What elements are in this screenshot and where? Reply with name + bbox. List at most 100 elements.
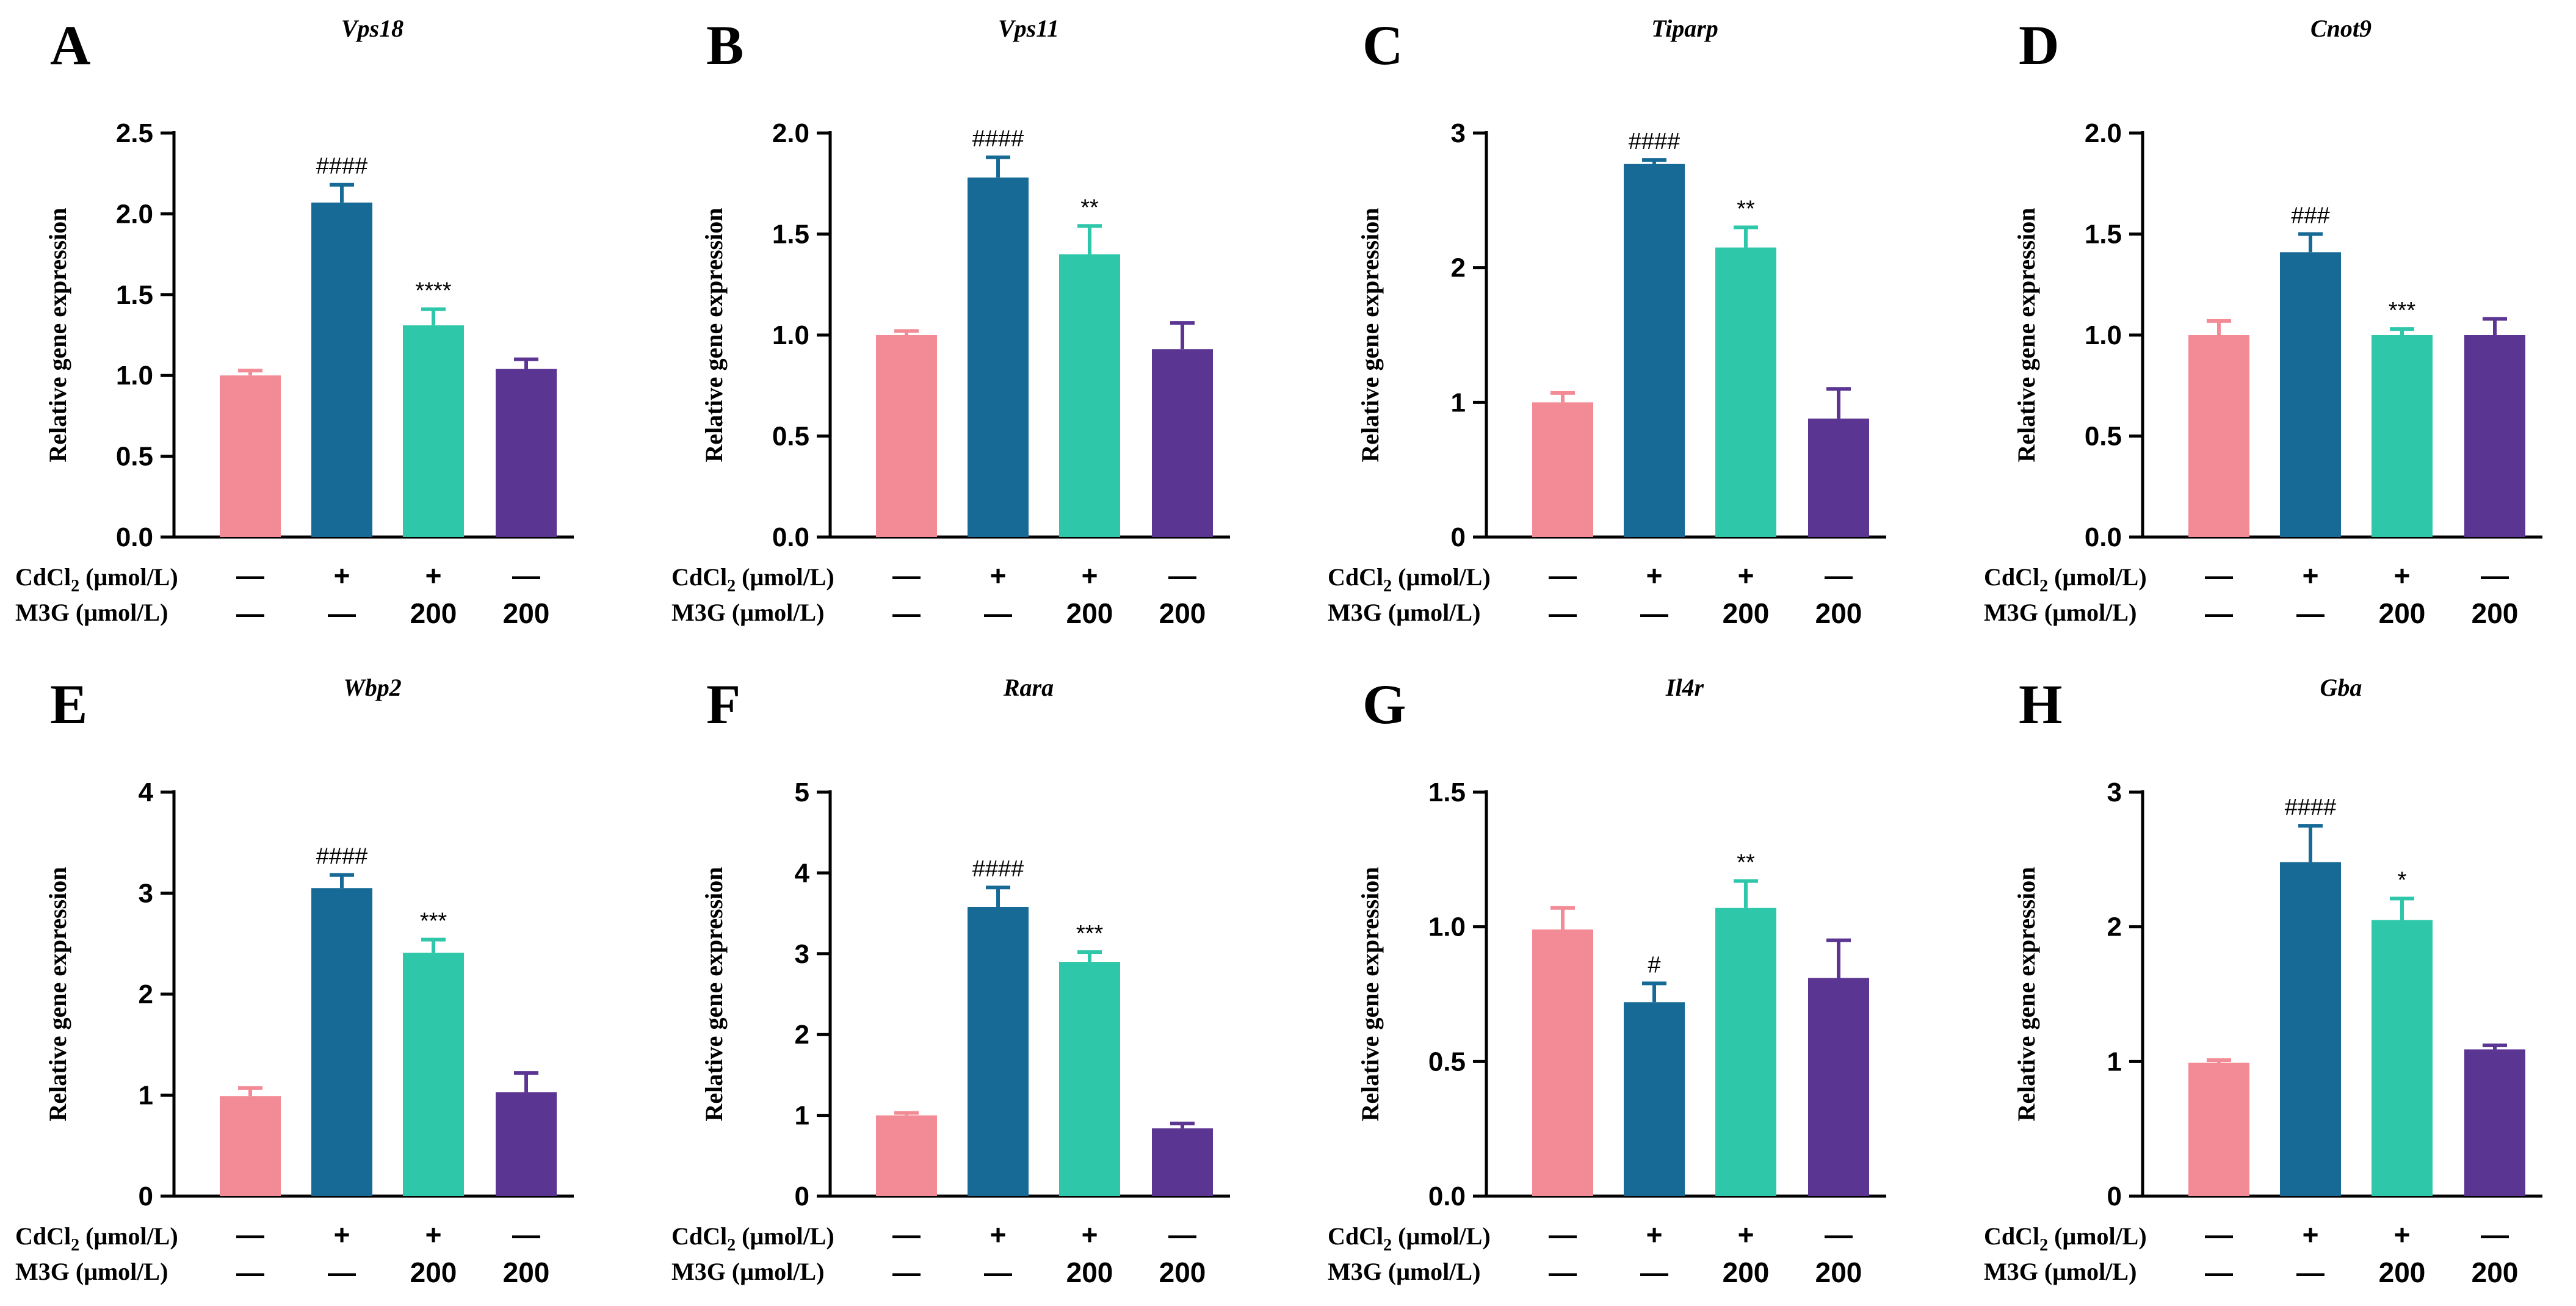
bar-1: [220, 375, 281, 537]
significance-label: ###: [2291, 203, 2329, 229]
chart-title: Wbp2: [343, 674, 402, 701]
cdcl2-condition-value: +: [990, 1219, 1007, 1250]
m3g-condition-value: —: [892, 1257, 921, 1288]
y-tick-label: 1: [795, 1101, 809, 1131]
y-tick-label: 1.5: [1428, 777, 1466, 807]
panel-letter: E: [50, 673, 87, 735]
panel-d: D Cnot9 Relative gene expression 0.0 0.5 1.0 1…: [1984, 14, 2542, 629]
y-tick-label: 0.0: [116, 522, 153, 552]
cdcl2-condition-value: —: [236, 1219, 264, 1250]
y-axis-label: Relative gene expression: [44, 208, 71, 463]
cdcl2-condition-value: —: [2481, 1219, 2509, 1250]
cdcl2-row-label: CdCl2 (μmol/L): [1328, 1222, 1491, 1255]
m3g-condition-value: 200: [2379, 597, 2426, 629]
y-axis-label: Relative gene expression: [2013, 208, 2040, 463]
bar-2: [1624, 1002, 1685, 1196]
cdcl2-condition-value: +: [1738, 1219, 1754, 1250]
panel-letter: A: [50, 14, 90, 76]
significance-label: ***: [1076, 921, 1104, 947]
bar-3: [403, 953, 464, 1196]
y-tick-label: 1.0: [1428, 912, 1466, 942]
m3g-condition-value: —: [984, 1257, 1012, 1288]
cdcl2-row-label: CdCl2 (μmol/L): [671, 563, 834, 596]
m3g-condition-value: 200: [2472, 1257, 2519, 1288]
m3g-condition-value: 200: [1723, 1257, 1770, 1288]
chart-title: Rara: [1003, 674, 1054, 701]
bar-1: [2188, 1062, 2249, 1196]
m3g-condition-value: 200: [410, 1257, 457, 1288]
cdcl2-condition-value: —: [512, 560, 540, 591]
y-axis-label: Relative gene expression: [1356, 867, 1384, 1122]
m3g-condition-value: —: [1640, 597, 1668, 629]
bar-2: [2280, 862, 2341, 1196]
m3g-condition-value: 200: [410, 597, 457, 629]
bar-2: [311, 202, 372, 537]
y-tick-label: 2.5: [116, 118, 153, 148]
cdcl2-condition-value: —: [2205, 1219, 2233, 1250]
m3g-condition-value: 200: [2379, 1257, 2426, 1288]
m3g-condition-value: —: [236, 1257, 264, 1288]
bar-1: [876, 335, 937, 537]
chart-title: Vps18: [341, 15, 403, 42]
bar-4: [1808, 418, 1869, 537]
m3g-condition-value: 200: [503, 597, 550, 629]
panel-letter: B: [706, 14, 743, 76]
chart-title: Gba: [2320, 674, 2362, 701]
y-tick-label: 1.0: [116, 361, 153, 391]
bar-4: [496, 369, 557, 537]
m3g-row-label: M3G (μmol/L): [15, 1258, 168, 1285]
bar-2: [968, 907, 1029, 1196]
bar-3: [1715, 247, 1776, 537]
significance-label: ****: [415, 278, 451, 304]
panel-letter: F: [706, 673, 740, 735]
m3g-condition-value: —: [984, 597, 1012, 629]
m3g-row-label: M3G (μmol/L): [1984, 599, 2136, 626]
bar-2: [311, 888, 372, 1196]
m3g-condition-value: —: [1549, 1257, 1577, 1288]
panel-letter: H: [2019, 673, 2063, 735]
y-tick-label: 4: [795, 858, 810, 888]
y-axis-label: Relative gene expression: [1356, 208, 1384, 463]
bar-4: [2464, 335, 2525, 537]
significance-label: ####: [316, 154, 368, 179]
y-tick-label: 0.0: [2085, 522, 2122, 552]
bar-1: [1532, 402, 1593, 537]
y-tick-label: 2.0: [116, 199, 153, 229]
cdcl2-condition-value: +: [2394, 560, 2411, 591]
cdcl2-condition-value: —: [1825, 560, 1853, 591]
chart-title: Cnot9: [2310, 15, 2372, 42]
cdcl2-condition-value: —: [2205, 560, 2233, 591]
y-tick-label: 0: [795, 1182, 809, 1211]
y-tick-label: 1.5: [2085, 220, 2122, 250]
m3g-row-label: M3G (μmol/L): [1328, 1258, 1480, 1285]
panel-b: B Vps11 Relative gene expression 0.0 0.5 1.0 1…: [671, 14, 1230, 629]
m3g-condition-value: 200: [1066, 1257, 1113, 1288]
bar-3: [403, 325, 464, 537]
cdcl2-condition-value: —: [1168, 560, 1196, 591]
cdcl2-row-label: CdCl2 (μmol/L): [1984, 1222, 2147, 1255]
m3g-condition-value: —: [236, 597, 264, 629]
cdcl2-condition-value: —: [512, 1219, 540, 1250]
cdcl2-condition-value: +: [2303, 1219, 2319, 1250]
y-axis-label: Relative gene expression: [44, 867, 71, 1122]
y-tick-label: 0: [1451, 522, 1466, 552]
cdcl2-condition-value: —: [1825, 1219, 1853, 1250]
cdcl2-condition-value: +: [334, 560, 350, 591]
y-tick-label: 1.5: [772, 220, 809, 250]
cdcl2-condition-value: +: [1082, 1219, 1098, 1250]
y-axis-label: Relative gene expression: [700, 208, 728, 463]
panel-a: A Vps18 Relative gene expression 0.0 0.5 1.0 1…: [15, 14, 574, 629]
m3g-condition-value: 200: [1815, 597, 1862, 629]
y-tick-label: 0.5: [1428, 1047, 1466, 1077]
bar-2: [2280, 252, 2341, 537]
cdcl2-condition-value: —: [236, 560, 264, 591]
significance-label: **: [1080, 195, 1099, 220]
y-tick-label: 2: [1451, 253, 1466, 283]
y-tick-label: 5: [795, 777, 809, 807]
cdcl2-condition-value: +: [2303, 560, 2319, 591]
significance-label: **: [1737, 196, 1755, 222]
bar-1: [876, 1115, 937, 1196]
bar-4: [1808, 978, 1869, 1196]
cdcl2-row-label: CdCl2 (μmol/L): [671, 1222, 834, 1255]
cdcl2-condition-value: +: [1646, 560, 1663, 591]
